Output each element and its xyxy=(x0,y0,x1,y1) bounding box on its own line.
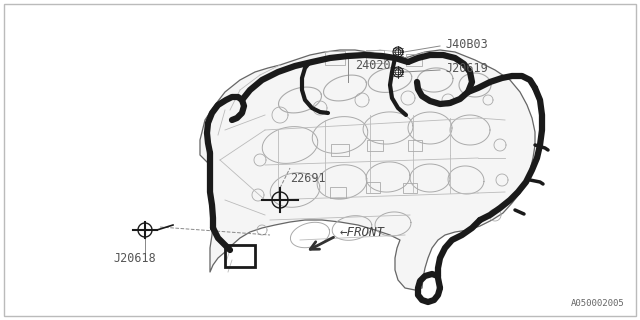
Text: ←FRONT: ←FRONT xyxy=(340,226,385,238)
Bar xyxy=(225,245,255,267)
Bar xyxy=(325,51,345,65)
Text: A050002005: A050002005 xyxy=(572,299,625,308)
Text: J40B03: J40B03 xyxy=(445,37,488,51)
Bar xyxy=(330,187,346,198)
Bar xyxy=(367,140,383,151)
Bar xyxy=(403,183,417,193)
Text: J20619: J20619 xyxy=(445,61,488,75)
Bar xyxy=(406,54,422,66)
Bar xyxy=(331,144,349,156)
Bar xyxy=(366,50,384,63)
Bar xyxy=(366,182,380,193)
Text: 22691: 22691 xyxy=(290,172,326,185)
Text: J20618: J20618 xyxy=(113,252,156,265)
Polygon shape xyxy=(200,50,535,290)
Text: 24020: 24020 xyxy=(355,59,390,72)
Bar xyxy=(408,140,422,151)
